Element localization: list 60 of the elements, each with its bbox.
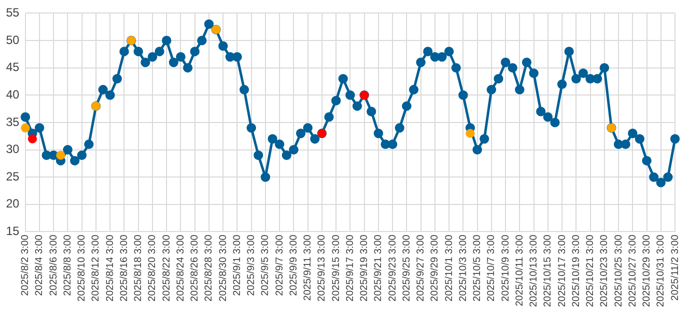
x-tick-label: 2025/8/10 3:00: [76, 234, 88, 302]
x-tick-label: 2025/9/23 3:00: [387, 234, 398, 302]
x-tick-label: 2025/10/11 3:00: [514, 234, 526, 306]
point: [56, 150, 66, 160]
x-tick-label: 2025/8/22 3:00: [161, 234, 172, 302]
y-tick-label: 35: [6, 114, 20, 129]
x-tick-label: 2025/10/25 3:00: [613, 234, 624, 308]
x-tick-label: 2025/8/28 3:00: [204, 234, 215, 302]
x-tick-label: 2025/9/21 3:00: [373, 234, 384, 302]
y-tick-label: 15: [6, 224, 20, 238]
x-tick-label: 2025/10/13 3:00: [528, 234, 540, 308]
x-tick-label: 2025/8/8 3:00: [62, 234, 74, 296]
point: [20, 123, 30, 132]
x-tick-label: 2025/10/7 3:00: [486, 234, 498, 302]
x-tick-label: 2025/10/15 3:00: [542, 234, 554, 308]
x-tick-label: 2025/8/12 3:00: [90, 234, 102, 302]
x-tick-label: 2025/8/30 3:00: [218, 234, 229, 302]
y-tick-label: 45: [6, 60, 20, 74]
point: [466, 128, 475, 138]
x-tick-label: 2025/9/17 3:00: [344, 234, 356, 302]
y-tick-label: 20: [6, 196, 20, 211]
x-tick-label: 2025/8/2 3:00: [20, 234, 32, 296]
x-tick-label: 2025/11/2 3:00: [670, 234, 681, 301]
x-tick-label: 2025/10/23 3:00: [599, 234, 610, 308]
y-tick-label: 25: [6, 169, 20, 184]
x-tick-label: 2025/9/1 3:00: [232, 234, 243, 296]
x-tick-label: 2025/10/3 3:00: [458, 234, 469, 302]
x-tick-label: 2025/10/31 3:00: [656, 234, 667, 308]
y-tick-label: 55: [6, 6, 20, 20]
point: [28, 134, 37, 144]
x-tick-label: 2025/10/27 3:00: [627, 234, 638, 308]
x-tick-label: 2025/8/14 3:00: [104, 234, 116, 302]
x-tick-label: 2025/10/19 3:00: [570, 234, 582, 308]
x-tick-label: 2025/10/17 3:00: [556, 234, 568, 308]
x-tick-label: 2025/9/25 3:00: [401, 234, 412, 302]
x-tick-label: 2025/8/6 3:00: [48, 234, 60, 296]
x-tick-label: 2025/10/29 3:00: [642, 234, 653, 308]
x-tick-label: 2025/10/9 3:00: [500, 234, 512, 302]
y-tick-label: 30: [6, 142, 20, 156]
y-tick-label: 40: [6, 87, 20, 102]
x-tick-label: 2025/10/1 3:00: [444, 234, 455, 302]
x-tick-label: 2025/8/24 3:00: [175, 234, 186, 302]
x-tick-label: 2025/9/11 3:00: [302, 234, 314, 301]
x-tick-label: 2025/9/7 3:00: [274, 234, 286, 296]
x-tick-label: 2025/9/5 3:00: [260, 234, 272, 296]
x-tick-label: 2025/10/21 3:00: [585, 234, 596, 308]
x-tick-label: 2025/9/15 3:00: [330, 234, 342, 302]
x-tick-label: 2025/10/5 3:00: [472, 234, 484, 302]
x-tick-label: 2025/8/26 3:00: [190, 234, 201, 302]
x-tick-label: 2025/9/13 3:00: [316, 234, 328, 302]
x-tick-label: 2025/9/3 3:00: [246, 234, 258, 296]
x-tick-label: 2025/8/20 3:00: [147, 234, 158, 302]
y-tick-label: 50: [6, 32, 20, 47]
x-tick-label: 2025/9/19 3:00: [359, 234, 370, 302]
x-tick-label: 2025/8/4 3:00: [34, 234, 46, 296]
x-tick-label: 2025/9/29 3:00: [430, 234, 441, 302]
x-tick-label: 2025/9/9 3:00: [288, 234, 300, 296]
x-tick-label: 2025/8/18 3:00: [133, 234, 144, 302]
x-tick-label: 2025/8/16 3:00: [118, 234, 130, 302]
x-tick-label: 2025/9/27 3:00: [416, 234, 427, 302]
